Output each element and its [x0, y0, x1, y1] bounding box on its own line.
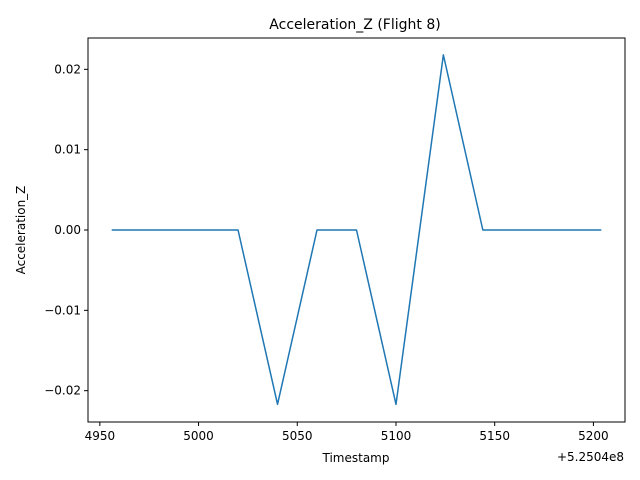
x-tick-label: 5000: [183, 429, 214, 443]
x-tick-label: 5050: [282, 429, 313, 443]
x-tick-label: 5150: [479, 429, 510, 443]
y-tick-label: −0.02: [44, 384, 81, 398]
x-offset-label: +5.2504e8: [557, 450, 624, 464]
x-axis-label: Timestamp: [322, 451, 390, 465]
plot-area: [111, 54, 602, 406]
x-tick-label: 5200: [578, 429, 609, 443]
x-tick-label: 4950: [85, 429, 116, 443]
x-tick-label: 5100: [381, 429, 412, 443]
y-axis-label: Acceleration_Z: [14, 186, 28, 275]
y-tick-label: 0.00: [54, 223, 81, 237]
x-axis: 4950 5000 5050 5100 5150 5200: [85, 422, 609, 443]
series-line-0: [111, 54, 602, 406]
y-tick-label: 0.01: [54, 143, 81, 157]
y-tick-label: 0.02: [54, 62, 81, 76]
chart-title: Acceleration_Z (Flight 8): [269, 17, 440, 33]
y-axis: −0.02 −0.01 0.00 0.01 0.02: [44, 62, 88, 398]
y-tick-label: −0.01: [44, 303, 81, 317]
